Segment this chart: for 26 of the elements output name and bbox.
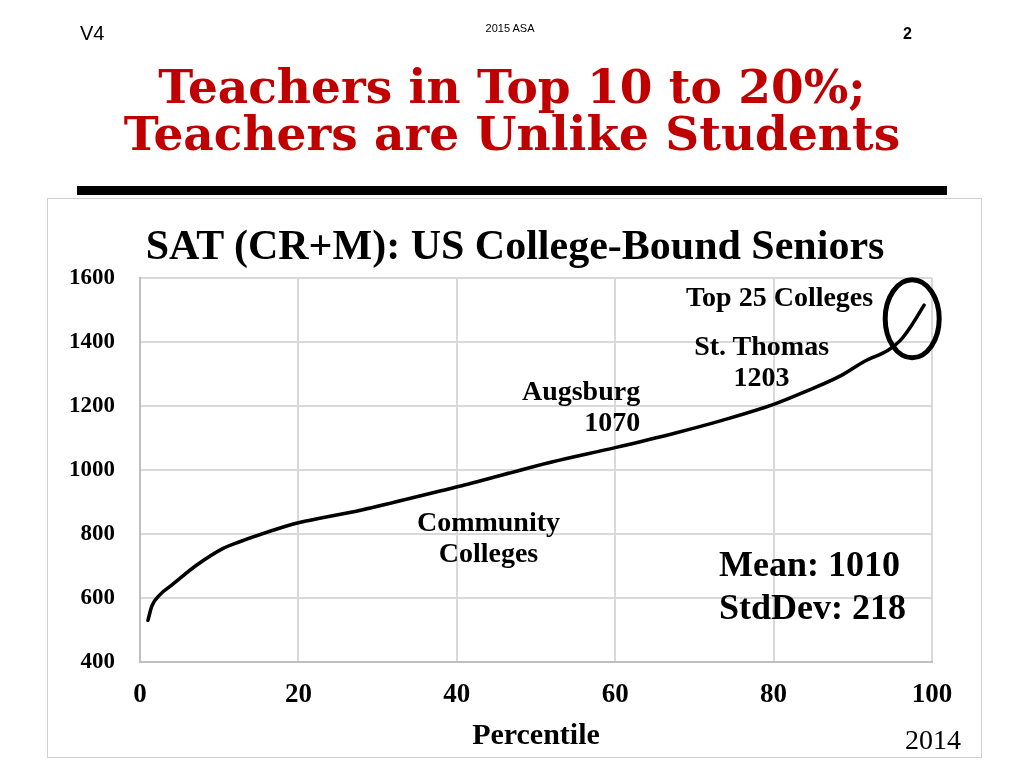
annotation: StdDev: 218 [719, 586, 906, 628]
chart-subtitle: SAT (CR+M): US College-Bound Seniors [145, 222, 885, 269]
x-tick-label: 100 [911, 678, 953, 709]
y-tick-label: 1000 [69, 455, 115, 481]
x-tick-label: 20 [284, 678, 312, 709]
x-tick-label: 40 [443, 678, 471, 709]
y-tick-label: 1400 [69, 327, 115, 353]
y-tick-label: 1600 [69, 263, 115, 289]
text: 2014 [905, 724, 961, 756]
x-tick-label: 60 [601, 678, 629, 709]
text: V4 [80, 22, 105, 45]
text: 2 [903, 25, 912, 43]
annotation: St. Thomas 1203 [694, 329, 830, 392]
x-tick-label: 80 [760, 678, 788, 709]
y-tick-label: 800 [80, 519, 115, 545]
y-tick-label: 400 [80, 647, 115, 673]
annotation: Mean: 1010 [719, 543, 900, 585]
annotation: Top 25 Colleges [685, 281, 874, 313]
x-tick-label: 0 [133, 678, 147, 709]
text: 2015 ASA [485, 22, 535, 34]
y-tick-label: 600 [80, 583, 115, 609]
y-tick-label: 1200 [69, 391, 115, 417]
x-axis-title: Percentile [472, 716, 600, 750]
chart-title: Teachers in Top 10 to 20%; Teachers are Unlike Students [122, 59, 902, 161]
annotation: Community Colleges [416, 505, 561, 568]
annotation: Augsburg 1070 [521, 375, 641, 438]
